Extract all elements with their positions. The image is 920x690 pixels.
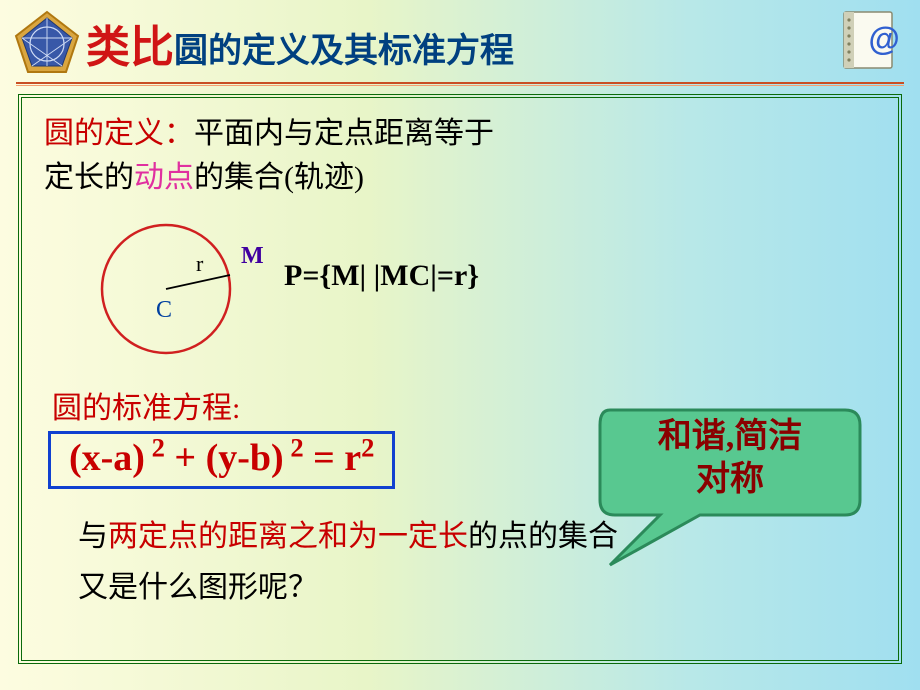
callout-text: 和谐,简洁 对称 [590, 416, 870, 501]
eq-xa: (x-a) [69, 437, 145, 479]
def-label: 圆的定义： [44, 117, 194, 150]
def-part2b: 的集合(轨迹) [194, 161, 364, 194]
eq-plus: + [165, 437, 206, 479]
title-blue: 圆的定义及其标准方程 [174, 33, 514, 70]
set-formula: P={M| |MC|=r} [284, 259, 479, 293]
svg-text:@: @ [868, 21, 899, 57]
email-at-icon: @ [842, 10, 904, 70]
def-part1: 平面内与定点距离等于 [194, 117, 494, 150]
pentagon-logo-icon [12, 8, 82, 78]
eq-sup2: 2 [284, 432, 304, 462]
point-M: M [241, 243, 264, 269]
point-C: C [156, 297, 172, 323]
q1a: 与 [78, 520, 108, 553]
circle-svg: r M C [84, 217, 274, 367]
std-eq-formula: (x-a) 2 + (y-b) 2 = r2 [69, 437, 374, 479]
q2: 又是什么图形呢？ [78, 571, 318, 604]
circle-diagram: r M C P={M| |MC|=r} [44, 217, 878, 367]
std-eq-box: (x-a) 2 + (y-b) 2 = r2 [48, 431, 395, 489]
radius-label: r [196, 251, 204, 276]
eq-sup1: 2 [145, 432, 165, 462]
callout-line2: 对称 [696, 461, 764, 498]
q1b: 两定点的距离之和为一定长 [108, 520, 468, 553]
definition-text: 圆的定义：平面内与定点距离等于 定长的动点的集合(轨迹) [44, 112, 878, 199]
callout-bubble: 和谐,简洁 对称 [590, 400, 870, 575]
content-panel: 圆的定义：平面内与定点距离等于 定长的动点的集合(轨迹) r M C P={M|… [18, 94, 902, 664]
def-part2a: 定长的 [44, 161, 134, 194]
slide-title: 类比圆的定义及其标准方程 [82, 11, 514, 75]
callout-line1: 和谐,简洁 [658, 418, 803, 455]
slide-header: 类比圆的定义及其标准方程 @ [0, 0, 920, 82]
eq-eqr: = r [304, 437, 362, 479]
def-pink: 动点 [134, 161, 194, 194]
header-underline [16, 82, 904, 86]
eq-sup3: 2 [361, 432, 374, 462]
eq-yb: (y-b) [206, 437, 284, 479]
title-red: 类比 [86, 23, 174, 72]
